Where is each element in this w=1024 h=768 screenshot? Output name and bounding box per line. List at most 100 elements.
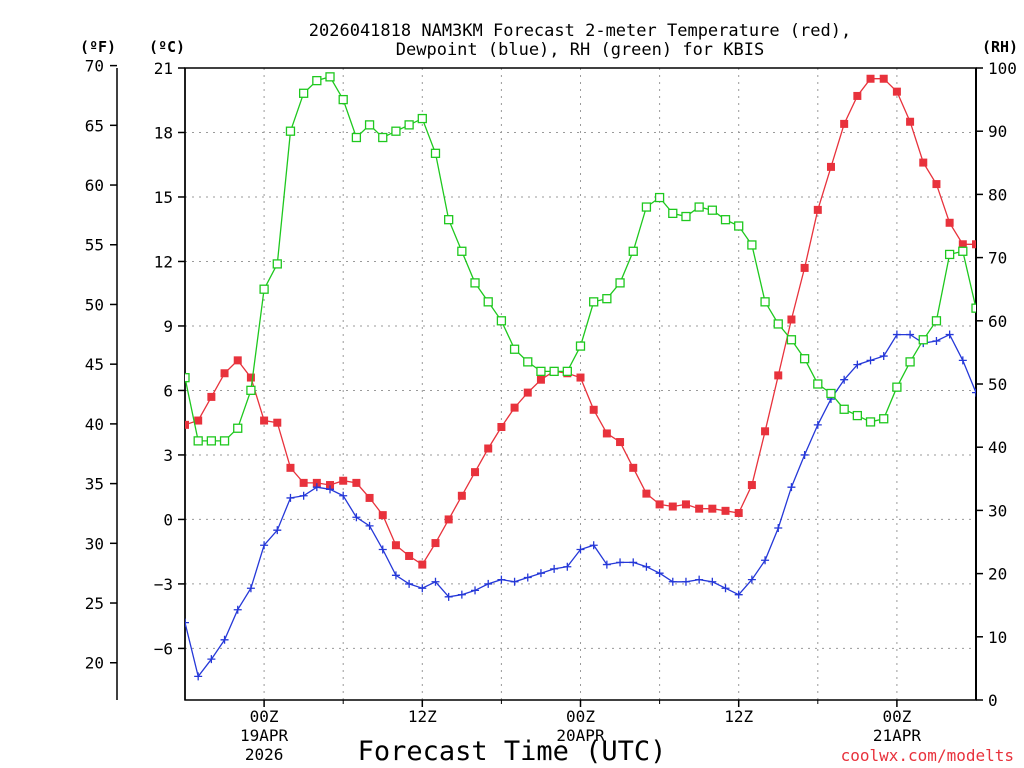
- fahrenheit-tick-label: 40: [85, 415, 104, 434]
- temperature-point: [260, 416, 269, 425]
- dewpoint-point: [892, 330, 901, 339]
- dewpoint-point: [207, 655, 216, 664]
- dewpoint-point: [484, 579, 493, 588]
- dewpoint-point: [932, 337, 941, 346]
- fahrenheit-tick-label: 60: [85, 176, 104, 195]
- dewpoint-point: [589, 541, 598, 550]
- rh-point: [457, 246, 467, 256]
- rh-tick-label: 0: [988, 691, 998, 710]
- temperature-point: [536, 375, 545, 384]
- rh-point: [958, 246, 968, 256]
- rh-point: [720, 215, 731, 225]
- rh-point: [325, 72, 335, 82]
- rh-point: [259, 284, 269, 294]
- temperature-point: [892, 87, 901, 96]
- fahrenheit-tick-label: 55: [85, 236, 104, 255]
- chart-title-line2: Dewpoint (blue), RH (green) for KBIS: [396, 40, 764, 60]
- x-tick-label-time: 00Z: [250, 707, 279, 726]
- rh-point: [641, 202, 652, 212]
- temperature-point: [286, 463, 295, 472]
- temperature-point: [774, 371, 783, 380]
- rh-point: [589, 297, 599, 307]
- rh-tick-label: 30: [988, 501, 1007, 520]
- rh-point: [444, 215, 454, 225]
- rh-point: [734, 221, 744, 231]
- rh-point: [312, 75, 322, 86]
- x-tick-label-time: 12Z: [408, 707, 437, 726]
- rh-point: [233, 423, 243, 433]
- rh-tick-label: 70: [988, 249, 1007, 268]
- rh-point: [813, 379, 823, 389]
- rh-tick-label: 10: [988, 628, 1007, 647]
- celsius-tick-label: 3: [163, 446, 173, 465]
- rh-point: [562, 366, 572, 377]
- rh-point: [839, 404, 849, 414]
- celsius-tick-label: 15: [154, 188, 173, 207]
- temperature-point: [589, 405, 598, 414]
- temperature-point: [906, 117, 915, 126]
- dewpoint-point: [550, 564, 559, 573]
- dewpoint-point: [787, 483, 796, 492]
- temperature-point: [457, 491, 466, 500]
- temperature-point: [497, 422, 506, 431]
- dewpoint-point: [629, 558, 638, 567]
- celsius-tick-label: 0: [163, 510, 173, 529]
- dewpoint-point: [866, 356, 875, 365]
- dewpoint-point: [391, 571, 400, 580]
- rh-point: [364, 120, 375, 130]
- dewpoint-point: [365, 521, 374, 530]
- data-series: [185, 72, 976, 681]
- temperature-point: [853, 91, 862, 100]
- rh-point: [654, 192, 665, 203]
- rh-point: [694, 202, 704, 212]
- dewpoint-point: [457, 590, 466, 599]
- rh-point: [628, 246, 638, 256]
- dewpoint-point: [246, 584, 255, 593]
- rh-tick-label: 90: [988, 122, 1007, 141]
- series-dewpoint: [185, 330, 976, 681]
- temperature-point: [431, 539, 440, 548]
- dewpoint-point: [536, 569, 545, 578]
- rh-point: [944, 249, 955, 260]
- gridlines: [185, 67, 977, 700]
- rh-point: [496, 316, 507, 326]
- series-temperature: [185, 74, 976, 569]
- temperature-point: [708, 504, 717, 513]
- dewpoint-point: [879, 352, 888, 361]
- temperature-point: [194, 416, 203, 425]
- x-tick-label-date: 20APR: [556, 726, 605, 745]
- rh-point: [865, 417, 876, 427]
- celsius-tick-label: 12: [154, 252, 173, 271]
- temperature-point: [840, 119, 849, 128]
- tick-labels: 211815129630−3−6706560555045403530252010…: [85, 57, 1017, 764]
- rh-point: [707, 205, 717, 215]
- rh-point: [747, 240, 757, 250]
- dewpoint-point: [286, 493, 295, 502]
- temperature-point: [418, 560, 427, 569]
- temperature-point: [629, 463, 638, 472]
- dewpoint-point: [273, 526, 282, 535]
- temperature-point: [484, 444, 493, 453]
- rh-point: [931, 316, 942, 326]
- rh-tick-label: 50: [988, 375, 1007, 394]
- axes: [116, 67, 977, 701]
- temperature-point: [958, 240, 967, 249]
- rh-point: [786, 335, 797, 345]
- fahrenheit-tick-label: 30: [85, 534, 104, 553]
- dewpoint-point: [220, 635, 229, 644]
- rh-point: [285, 126, 296, 136]
- temperature-point: [787, 315, 796, 324]
- temperature-point: [616, 438, 625, 447]
- dewpoint-point: [497, 575, 506, 584]
- dewpoint-point: [185, 618, 189, 627]
- fahrenheit-tick-label: 70: [85, 57, 104, 76]
- temperature-point: [299, 478, 308, 487]
- credit-text: coolwx.com/modelts: [841, 746, 1014, 765]
- temperature-point: [800, 263, 809, 272]
- dewpoint-point: [695, 575, 704, 584]
- rh-point: [668, 208, 678, 219]
- rh-point: [193, 436, 203, 446]
- rh-point: [470, 278, 480, 288]
- rh-tick-label: 20: [988, 565, 1007, 584]
- fahrenheit-unit-label: (ºF): [80, 38, 116, 56]
